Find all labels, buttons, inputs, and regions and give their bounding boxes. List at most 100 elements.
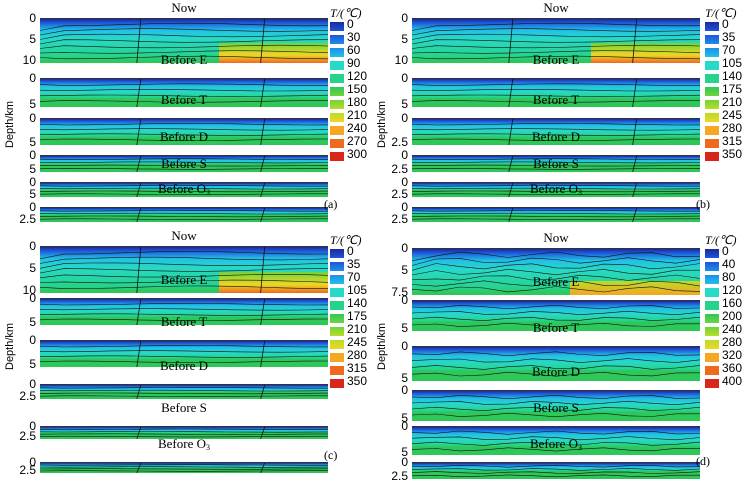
legend-swatch: [705, 314, 719, 323]
layer-line: [412, 406, 700, 412]
legend-value: 300: [347, 147, 368, 161]
legend-value: 200: [722, 309, 743, 323]
layer-lines: [412, 19, 700, 63]
section-strip: [40, 426, 328, 439]
fault-line: [136, 79, 142, 107]
fault-line: [508, 79, 514, 107]
fault-line: [260, 183, 266, 197]
row-title: Before D: [40, 358, 328, 374]
legend-swatch: [705, 74, 719, 83]
layer-line: [40, 123, 328, 126]
section-strip: [40, 462, 328, 473]
layer-lines: [412, 304, 700, 328]
depth-tick-label: 5: [401, 445, 408, 459]
section-strip: [40, 340, 328, 367]
layer-lines: [40, 385, 328, 399]
section-strip: [40, 207, 328, 222]
layer-line: [40, 193, 328, 195]
depth-tick-label: 5: [401, 371, 408, 385]
fault-line: [260, 247, 266, 293]
layer-line: [40, 187, 328, 190]
layer-line: [40, 164, 328, 167]
layer-line: [412, 212, 700, 215]
legend-swatch: [705, 113, 719, 122]
layer-line: [412, 263, 700, 271]
row-title: Before T: [40, 314, 328, 330]
row-title: Before D: [412, 129, 700, 145]
legend-value: 105: [347, 283, 368, 297]
fault-line: [136, 385, 142, 399]
section-strip: [412, 78, 700, 107]
layer-line: [40, 464, 328, 466]
depth-tick-label: 0: [401, 11, 408, 25]
layer-line: [40, 389, 328, 392]
legend-value: 280: [347, 348, 368, 362]
legend-value: 245: [347, 335, 368, 349]
depth-tick-label: 0: [29, 175, 36, 189]
depth-tick-label: 0: [29, 71, 36, 85]
legend-value: 245: [722, 108, 743, 122]
layer-line: [412, 257, 700, 266]
section-strip: [40, 384, 328, 399]
legend-value: 60: [347, 43, 361, 57]
fault-line: [136, 463, 142, 473]
legend-value: 30: [347, 30, 361, 44]
fault-line: [508, 19, 514, 63]
layer-line: [412, 365, 700, 370]
layer-lines: [40, 156, 328, 172]
layer-lines: [40, 79, 328, 107]
layer-line: [412, 251, 700, 262]
layer-line: [40, 167, 328, 170]
layer-line: [40, 303, 328, 306]
section-strip: [412, 346, 700, 381]
legend-value: 0: [722, 244, 729, 258]
legend-value: 280: [722, 335, 743, 349]
layer-line: [412, 268, 700, 276]
layer-lines: [40, 247, 328, 293]
legend-swatch: [330, 249, 344, 258]
row-title-text: Before E: [532, 274, 580, 289]
legend-title: T/(℃): [705, 233, 737, 247]
layer-line: [412, 138, 700, 141]
depth-tick-label: 0: [401, 383, 408, 397]
layer-line: [40, 158, 328, 161]
row-title: Before E: [40, 272, 328, 288]
layer-line: [40, 218, 328, 220]
layer-line: [40, 308, 328, 311]
layer-lines: [40, 19, 328, 63]
layer-line: [40, 355, 328, 358]
layer-lines: [40, 119, 328, 145]
legend-value: 175: [347, 309, 368, 323]
depth-tick-label: 5: [29, 187, 36, 201]
fault-line: [632, 156, 638, 172]
row-title: Before O3: [412, 436, 700, 452]
legend-swatch: [705, 100, 719, 109]
layer-line: [412, 358, 700, 363]
layer-line: [40, 268, 328, 274]
depth-tick-label: 2.5: [19, 463, 36, 477]
legend-swatch: [330, 366, 344, 375]
row-title-text: Now: [543, 230, 569, 245]
layer-line: [40, 212, 328, 215]
legend-title: T/(℃): [330, 233, 362, 247]
depth-tick-label: 0: [29, 111, 36, 125]
layer-lines: [40, 208, 328, 222]
fault-line: [260, 427, 266, 439]
layer-lines: [40, 341, 328, 367]
fault-line: [136, 341, 142, 367]
layer-lines: [40, 463, 328, 473]
row-title: Before S: [40, 156, 328, 172]
layer-line: [412, 55, 700, 60]
fault-line: [136, 208, 142, 222]
layer-line: [412, 133, 700, 136]
layer-line: [40, 313, 328, 316]
depth-tick-label: 5: [29, 97, 36, 111]
hot-wedge: [218, 43, 328, 63]
layer-line: [412, 22, 700, 31]
layer-line: [412, 193, 700, 195]
legend-swatch: [705, 288, 719, 297]
layer-line: [40, 138, 328, 141]
layer-line: [40, 210, 328, 212]
legend-value: 0: [347, 244, 354, 258]
row-title-text: Before E: [160, 272, 208, 287]
